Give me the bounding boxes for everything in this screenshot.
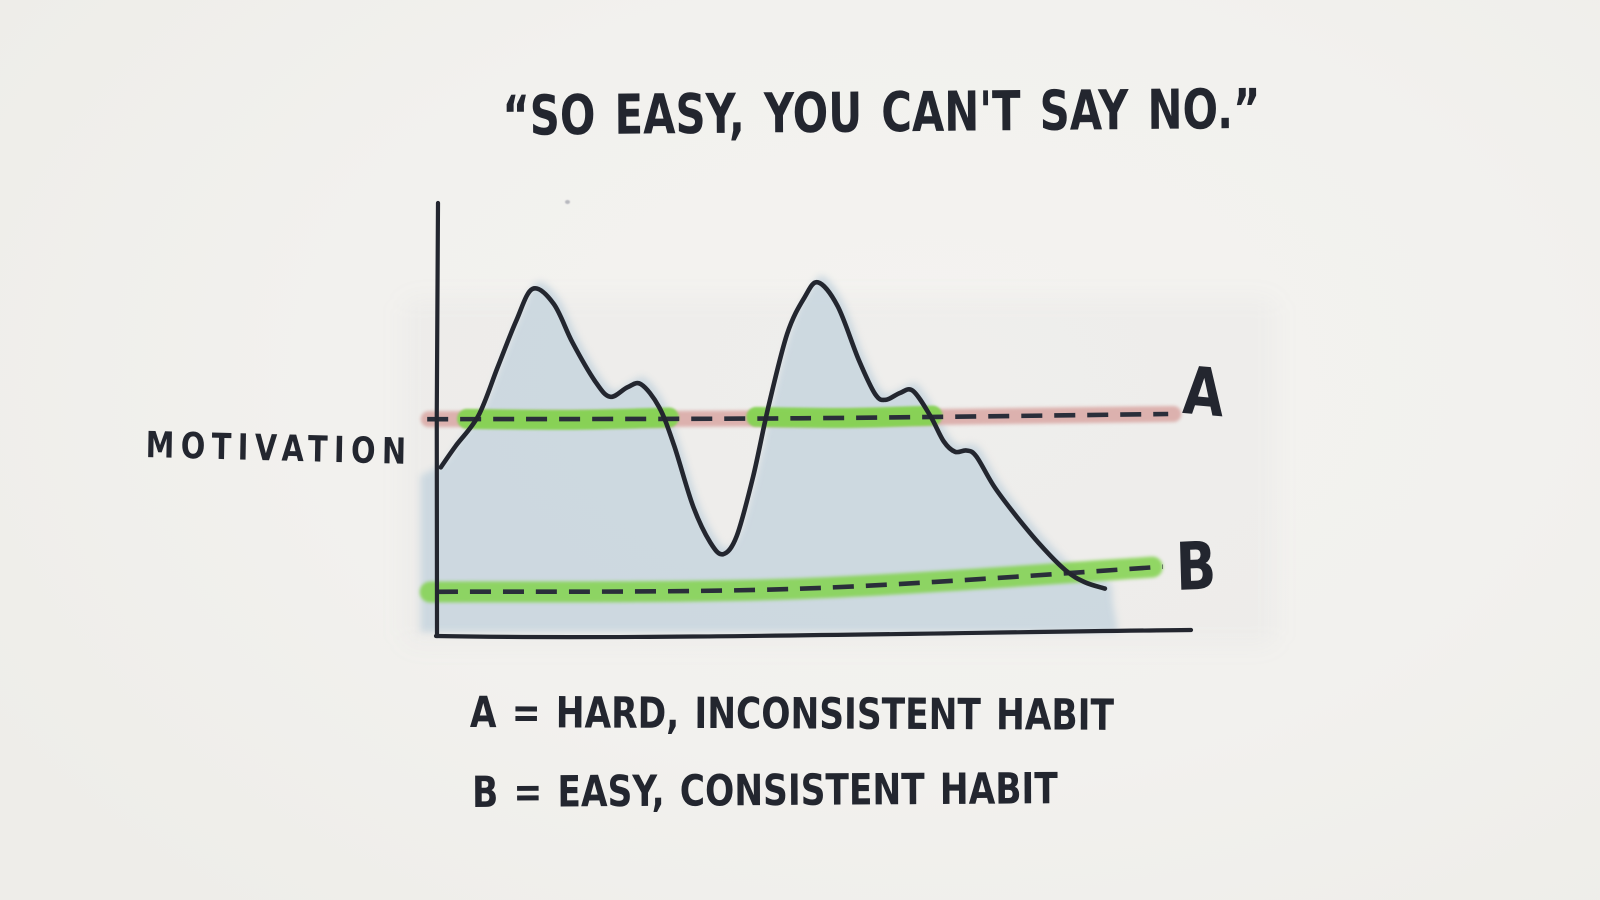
threshold-A-dashed-line — [427, 411, 1169, 422]
motivation-curve-line — [438, 279, 1108, 591]
threshold-a-label: A — [1181, 352, 1227, 433]
x-axis-line — [433, 627, 1194, 640]
threshold-b-label: B — [1174, 527, 1218, 606]
legend-line-a: A = HARD, INCONSISTENT HABIT — [469, 688, 1115, 741]
y-axis-line — [434, 200, 441, 639]
chart-title: “SO EASY, YOU CAN'T SAY NO.” — [502, 76, 1261, 148]
y-axis-label: MOTIVATION — [145, 425, 413, 473]
ink-speck — [565, 200, 570, 204]
motivation-area-fill — [420, 275, 1117, 632]
legend-line-b: B = EASY, CONSISTENT HABIT — [471, 764, 1058, 818]
threshold-B-dashed-line — [436, 564, 1164, 595]
